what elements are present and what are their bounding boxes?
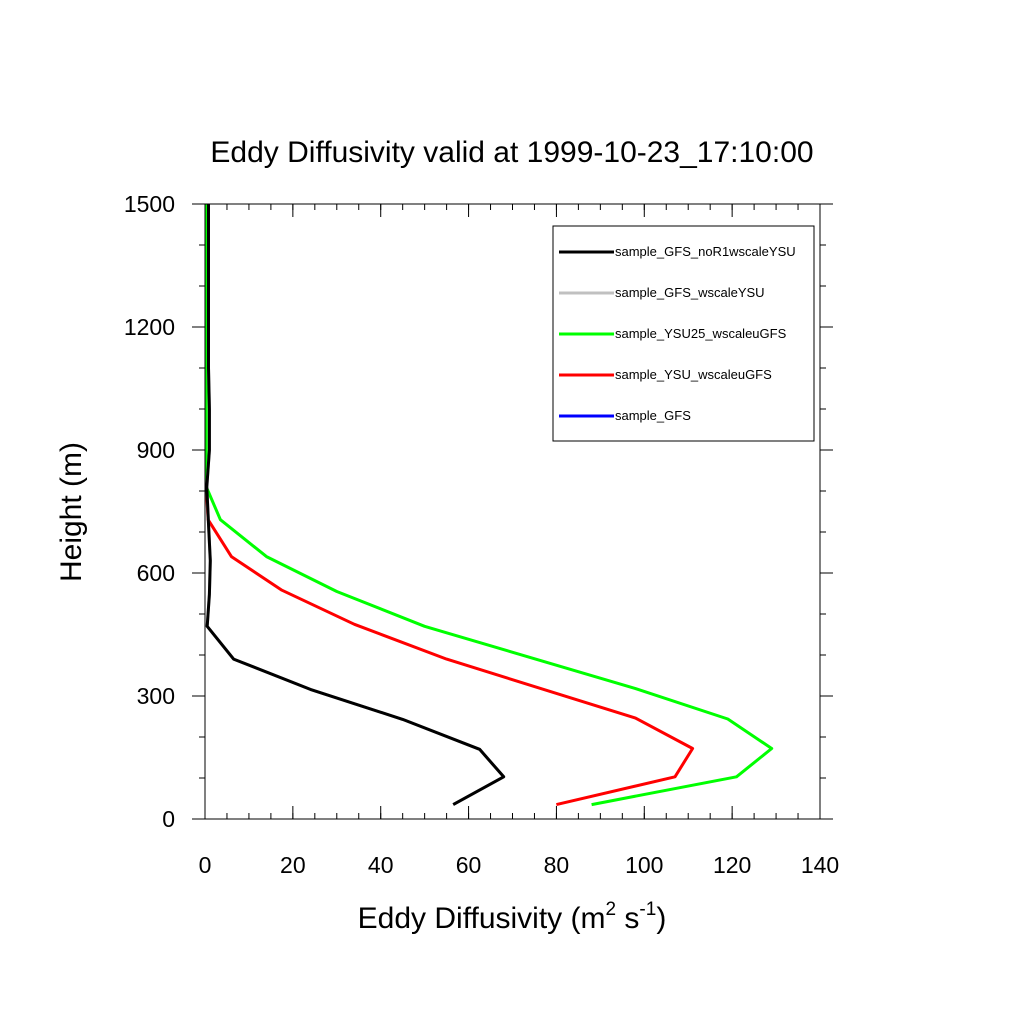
legend-label: sample_GFS_noR1wscaleYSU bbox=[615, 244, 796, 259]
x-axis-label-sup1: 2 bbox=[606, 899, 617, 920]
x-axis-label-mid: s bbox=[616, 902, 639, 935]
x-tick-label: 140 bbox=[801, 852, 839, 878]
x-axis-label: Eddy Diffusivity (m2 s-1) bbox=[358, 899, 667, 935]
y-tick-label: 1500 bbox=[124, 191, 175, 217]
y-tick-label: 900 bbox=[137, 437, 175, 463]
legend-label: sample_GFS_wscaleYSU bbox=[615, 285, 765, 300]
legend-label: sample_GFS bbox=[615, 408, 691, 423]
x-axis-label-end: ) bbox=[656, 902, 666, 935]
x-tick-label: 60 bbox=[456, 852, 482, 878]
x-tick-label: 100 bbox=[625, 852, 663, 878]
y-tick-label: 0 bbox=[162, 806, 175, 832]
x-tick-label: 0 bbox=[199, 852, 212, 878]
y-tick-label: 600 bbox=[137, 560, 175, 586]
plot-frame bbox=[204, 203, 821, 820]
series-line-sample_YSU_wscaleuGFS bbox=[204, 486, 695, 807]
x-tick-labels: 0 20 40 60 80 100 120 140 bbox=[199, 852, 840, 878]
series-layer bbox=[204, 204, 774, 807]
axis-ticks bbox=[192, 203, 833, 820]
x-tick-label: 40 bbox=[368, 852, 394, 878]
series-line-sample_GFS_noR1wscaleYSU bbox=[205, 204, 506, 806]
x-tick-label: 20 bbox=[280, 852, 306, 878]
x-tick-label: 80 bbox=[544, 852, 570, 878]
y-tick-labels: 0 300 600 900 1200 1500 bbox=[124, 191, 175, 832]
chart-title: Eddy Diffusivity valid at 1999-10-23_17:… bbox=[210, 136, 813, 169]
legend-label: sample_YSU25_wscaleuGFS bbox=[615, 326, 787, 341]
y-tick-label: 1200 bbox=[124, 314, 175, 340]
legend-label: sample_YSU_wscaleuGFS bbox=[615, 367, 772, 382]
series-line-sample_GFS_wscaleYSU bbox=[205, 204, 506, 806]
y-axis-label: Height (m) bbox=[55, 442, 88, 582]
x-axis-label-main: Eddy Diffusivity (m bbox=[358, 902, 606, 935]
legend: sample_GFS_noR1wscaleYSU sample_GFS_wscal… bbox=[552, 225, 815, 442]
x-tick-label: 120 bbox=[713, 852, 751, 878]
x-axis-label-sup2: -1 bbox=[639, 899, 656, 920]
y-tick-label: 300 bbox=[137, 683, 175, 709]
series-line-sample_YSU25_wscaleuGFS bbox=[204, 204, 774, 807]
